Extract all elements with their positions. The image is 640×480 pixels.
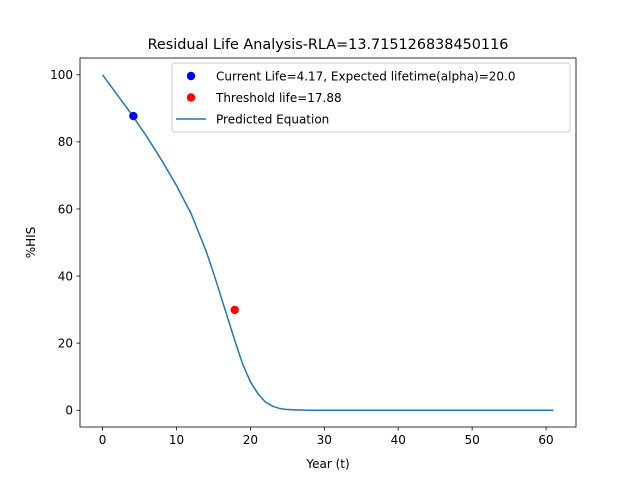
x-tick-label: 10: [169, 433, 184, 447]
legend-label: Current Life=4.17, Expected lifetime(alp…: [216, 70, 516, 84]
x-tick-label: 0: [99, 433, 107, 447]
x-tick-label: 50: [465, 433, 480, 447]
x-tick-label: 20: [243, 433, 258, 447]
x-tick-label: 40: [391, 433, 406, 447]
x-axis: 0 10 20 30 40 50 60: [99, 427, 554, 447]
chart-title: Residual Life Analysis-RLA=13.7151268384…: [148, 37, 509, 53]
x-tick-label: 30: [317, 433, 332, 447]
x-tick-label: 60: [538, 433, 553, 447]
y-tick-label: 60: [58, 202, 73, 216]
y-axis-label: %HIS: [24, 227, 38, 259]
y-tick-label: 80: [58, 135, 73, 149]
plot-area: [101, 74, 554, 411]
axes-frame: [79, 57, 577, 428]
legend-marker: [186, 93, 196, 102]
legend-marker: [186, 71, 196, 81]
x-axis-label: Year (t): [305, 457, 349, 471]
legend: Current Life=4.17, Expected lifetime(alp…: [171, 62, 571, 133]
legend-label: Threshold life=17.88: [215, 91, 342, 105]
y-tick-label: 100: [50, 68, 73, 82]
y-tick-label: 20: [58, 336, 73, 350]
legend-box: [171, 62, 571, 133]
current-life-point: [129, 111, 138, 121]
y-tick-label: 40: [58, 269, 73, 283]
y-tick-label: 0: [65, 404, 73, 418]
y-axis: 0 20 40 60 80 100: [50, 68, 80, 418]
threshold-life-point: [230, 305, 239, 315]
series-line-predicted-equation: [101, 74, 554, 411]
legend-label: Predicted Equation: [216, 113, 329, 127]
